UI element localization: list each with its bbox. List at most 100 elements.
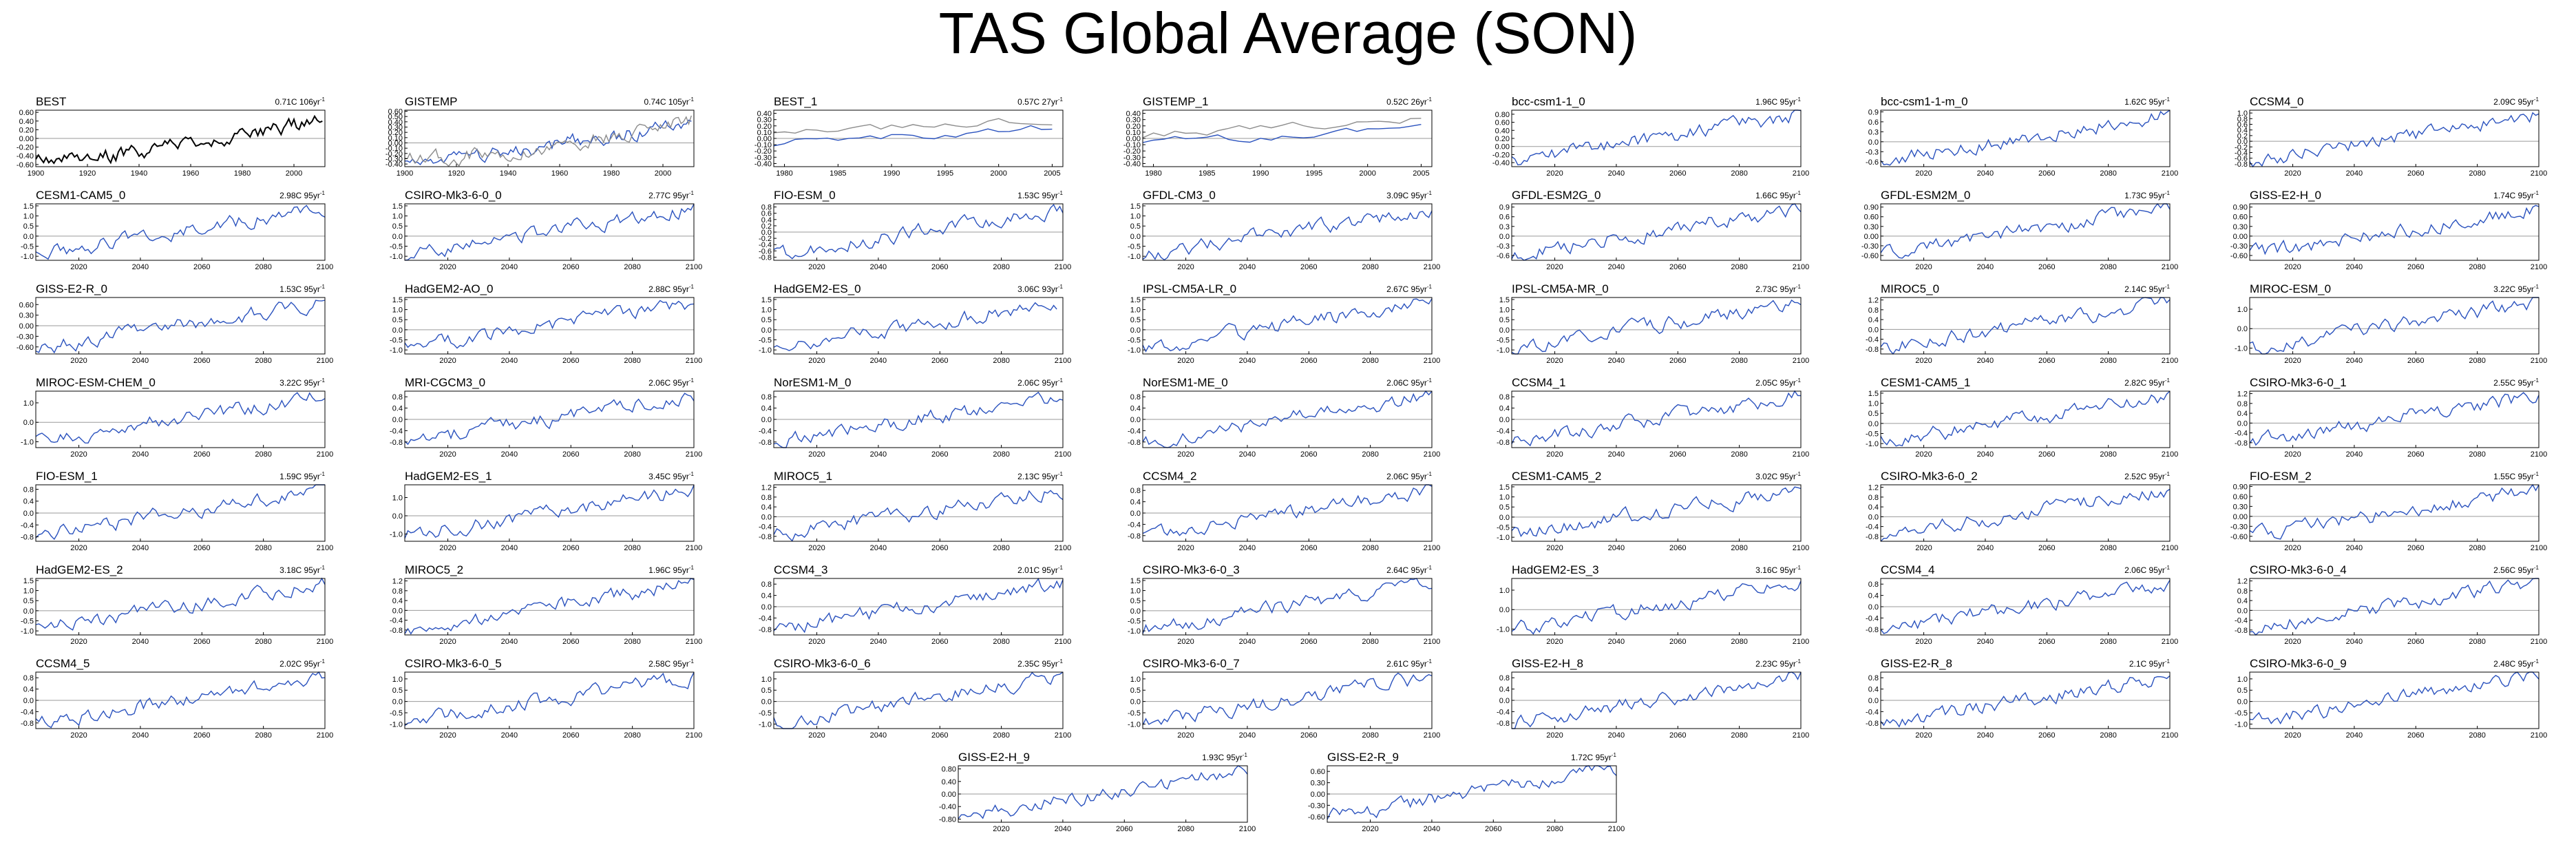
- y-tick-label: 0.0: [1130, 607, 1141, 616]
- y-tick-label: -0.4: [1866, 614, 1879, 623]
- y-tick-label: 0.20: [1126, 123, 1141, 131]
- chart-panel: MRI-CGCM3_0 2.06C 95yr-1 2020 2040 2060 2080 2…: [365, 368, 702, 459]
- y-tick-label: -0.40: [754, 160, 772, 168]
- x-tick-label: 2080: [1362, 544, 1378, 552]
- y-tick-label: 0.30: [388, 124, 403, 132]
- y-tick-label: 0.8: [1868, 674, 1879, 682]
- chart-title: GFDL-ESM2G_0: [1512, 189, 1601, 202]
- chart-panel: GFDL-ESM2G_0 1.66C 95yr-1 2020 2040 2060 2080…: [1472, 180, 1809, 271]
- trend-label: 2.58C 95yr-1: [648, 658, 694, 669]
- chart-svg: MIROC-ESM_0 3.22C 95yr-1 2020 2040 2060 2080 2…: [2235, 282, 2547, 365]
- x-tick-label: 2020: [1546, 450, 1563, 459]
- x-tick-label: 2060: [562, 638, 579, 646]
- y-tick-label: -0.30: [1861, 242, 1879, 251]
- series-line: [773, 490, 1064, 542]
- y-tick-label: 0.0: [761, 416, 772, 424]
- x-tick-label: 2060: [1300, 731, 1317, 740]
- chart-panel: HadGEM2-AO_0 2.88C 95yr-1 2020 2040 2060 2080…: [365, 274, 702, 365]
- trend-label: 1.74C 95yr-1: [2493, 190, 2539, 200]
- x-tick-label: 2060: [562, 357, 579, 365]
- x-tick-label: 2040: [1608, 169, 1625, 178]
- x-tick-label: 2060: [931, 638, 948, 646]
- chart-svg: GFDL-ESM2G_0 1.66C 95yr-1 2020 2040 2060 2080…: [1497, 189, 1809, 271]
- x-tick-label: 2020: [70, 731, 87, 740]
- y-tick-label: 0.0: [1499, 326, 1510, 335]
- y-tick-label: -0.5: [1128, 337, 1141, 345]
- x-tick-label: 2080: [1731, 169, 1747, 178]
- y-tick-label: 0.2: [761, 222, 772, 231]
- trend-label: 1.66C 95yr-1: [1755, 190, 1801, 200]
- chart-title: CSIRO-Mk3-6-0_9: [2250, 657, 2347, 670]
- plot-frame: [773, 484, 1064, 542]
- y-tick-label: -1.0: [1497, 626, 1510, 634]
- x-tick-label: 2100: [2531, 731, 2547, 740]
- chart-panel: CSIRO-Mk3-6-0_7 2.61C 95yr-1 2020 2040 2060 2…: [1103, 649, 1440, 740]
- trend-label: 1.96C 95yr-1: [1755, 96, 1801, 107]
- plot-frame: [1511, 203, 1802, 261]
- y-tick-label: -0.3: [1866, 148, 1879, 156]
- y-tick-label: 0.50: [388, 113, 403, 121]
- y-tick-label: 1.0: [1499, 587, 1510, 595]
- series-line: [1142, 118, 1422, 138]
- chart-svg: CSIRO-Mk3-6-0_9 2.48C 95yr-1 2020 2040 2060 2…: [2235, 657, 2547, 740]
- y-tick-label: 0.0: [1130, 698, 1141, 707]
- y-tick-label: -0.5: [1497, 337, 1510, 345]
- x-tick-label: 2100: [317, 731, 333, 740]
- x-tick-label: 2040: [1239, 638, 1256, 646]
- chart-title: MIROC-ESM-CHEM_0: [36, 376, 156, 389]
- x-tick-label: 2020: [808, 544, 825, 552]
- chart-panel: NorESM1-ME_0 2.06C 95yr-1 2020 2040 2060 2080…: [1103, 368, 1440, 459]
- chart-svg: CCSM4_1 2.05C 95yr-1 2020 2040 2060 2080 2100 0…: [1497, 376, 1809, 459]
- x-tick-label: 2100: [1424, 263, 1440, 271]
- y-tick-label: -0.4: [390, 427, 403, 435]
- y-tick-label: 0.0: [392, 698, 403, 707]
- plot-frame: [773, 671, 1064, 729]
- x-tick-label: 2020: [1546, 544, 1563, 552]
- x-tick-label: 2060: [1669, 544, 1686, 552]
- chart-panel: CCSM4_3 2.01C 95yr-1 2020 2040 2060 2080 2100 0…: [734, 555, 1071, 646]
- x-tick-label: 2080: [255, 263, 271, 271]
- y-tick-label: -0.30: [17, 333, 34, 341]
- y-tick-label: -0.4: [759, 614, 772, 623]
- x-tick-label: 2060: [2407, 638, 2424, 646]
- x-tick-label: 2000: [286, 169, 302, 178]
- y-tick-label: -1.0: [1128, 720, 1141, 729]
- y-tick-label: 0.00: [1864, 233, 1879, 241]
- x-tick-label: 2100: [686, 638, 702, 646]
- x-tick-label: 2020: [1915, 357, 1932, 365]
- plot-frame: [1142, 297, 1433, 355]
- y-tick-label: -0.5: [1128, 243, 1141, 251]
- x-tick-label: 2040: [870, 263, 887, 271]
- x-tick-label: 2040: [1239, 731, 1256, 740]
- y-tick-label: -0.5: [1128, 618, 1141, 626]
- trend-label: 3.22C 95yr-1: [2493, 284, 2539, 294]
- trend-label: 2.82C 95yr-1: [2124, 377, 2170, 388]
- x-tick-label: 2100: [1793, 638, 1809, 646]
- x-tick-label: 2080: [1546, 825, 1563, 833]
- x-tick-label: 2080: [993, 638, 1009, 646]
- x-tick-label: 2060: [1300, 263, 1317, 271]
- x-tick-label: 1985: [1199, 169, 1215, 178]
- chart-svg: CCSM4_3 2.01C 95yr-1 2020 2040 2060 2080 2100 0…: [759, 563, 1071, 646]
- x-tick-label: 2040: [132, 263, 149, 271]
- x-tick-label: 2100: [317, 450, 333, 459]
- chart-title: HadGEM2-ES_3: [1512, 563, 1599, 576]
- plot-frame: [1880, 390, 2171, 448]
- y-tick-label: 0.00: [757, 135, 772, 143]
- y-tick-label: 0.4: [2237, 597, 2248, 605]
- x-tick-label: 2020: [439, 450, 456, 459]
- y-tick-label: -1.0: [1128, 253, 1141, 261]
- y-tick-label: 0.6: [2237, 121, 2248, 129]
- x-tick-label: 2080: [624, 638, 640, 646]
- x-tick-label: 2100: [1793, 263, 1809, 271]
- chart-svg: CSIRO-Mk3-6-0_7 2.61C 95yr-1 2020 2040 2060 2…: [1128, 657, 1440, 740]
- x-tick-label: 2020: [70, 357, 87, 365]
- chart-svg: FIO-ESM_2 1.55C 95yr-1 2020 2040 2060 2080 210…: [2230, 470, 2547, 552]
- trend-label: 2.06C 95yr-1: [1386, 471, 1432, 481]
- chart-panel: BEST 0.71C 106yr-1 1900 1920 1940 1960 1980 200…: [0, 87, 333, 178]
- x-tick-label: 2020: [1177, 731, 1194, 740]
- y-tick-label: -0.40: [386, 160, 403, 169]
- trend-label: 2.55C 95yr-1: [2493, 377, 2539, 388]
- series-line: [2249, 671, 2540, 725]
- x-tick-label: 2060: [1669, 731, 1686, 740]
